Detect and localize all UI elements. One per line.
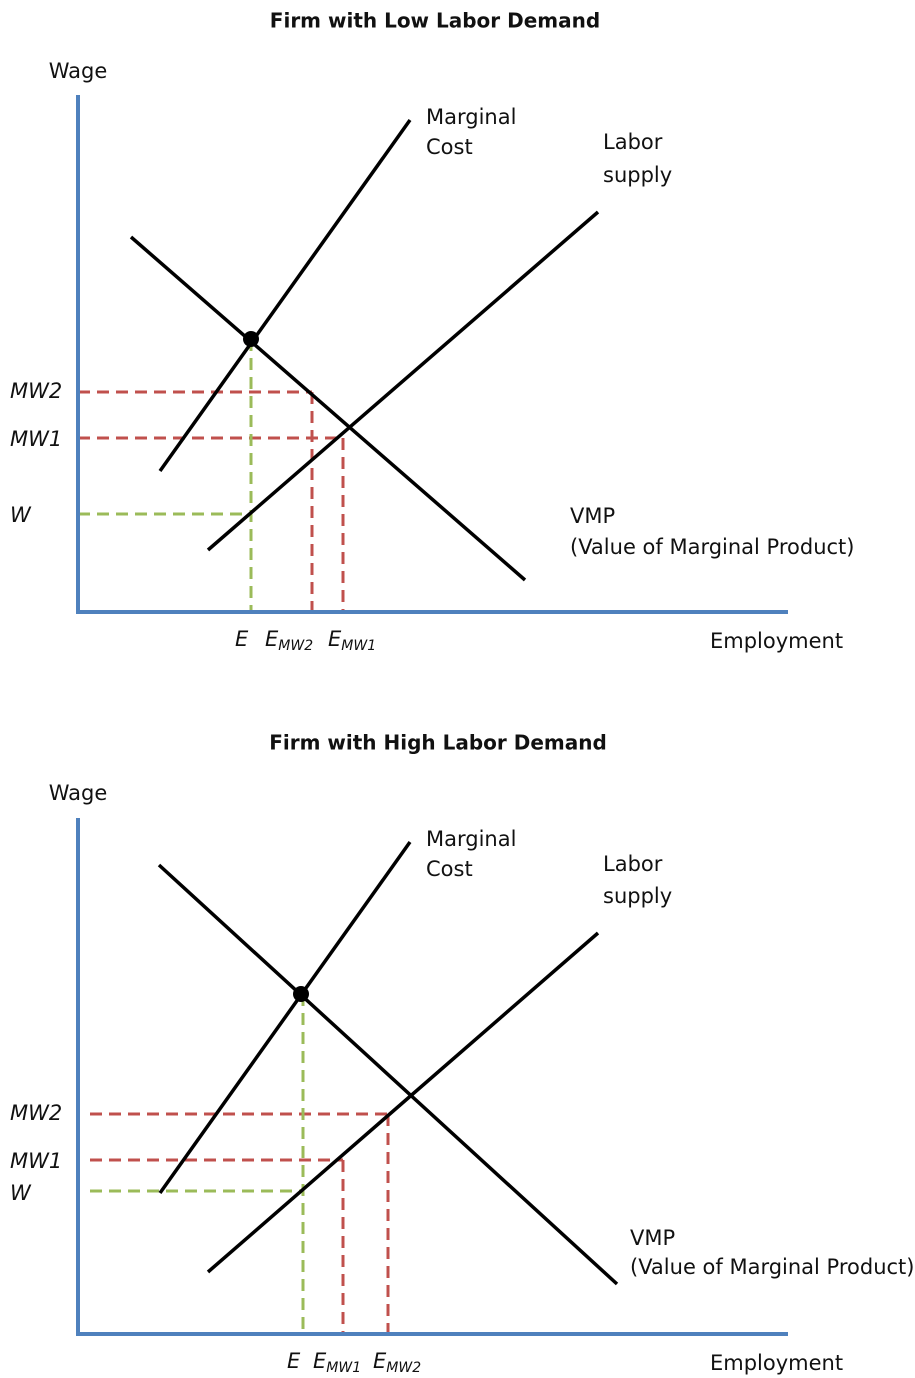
panel-high-demand: Firm with High Labor Demand Wage Margina… — [10, 731, 914, 1377]
y-axis-label: Wage — [49, 59, 108, 83]
vmp-curve — [157, 863, 619, 1286]
marginal-cost-curve — [158, 840, 412, 1195]
labor-supply-curve — [206, 931, 600, 1274]
panel-low-demand: Firm with Low Labor Demand Wage Marginal… — [10, 9, 854, 655]
vmp-curve — [129, 235, 527, 582]
employment-label: EMW2 — [373, 1349, 421, 1376]
curve-label: Labor — [603, 852, 663, 876]
wage-label: MW2 — [10, 1101, 62, 1125]
panel-title: Firm with Low Labor Demand — [270, 9, 600, 33]
curve-label: Cost — [426, 135, 473, 159]
curve-label: Marginal — [426, 827, 516, 851]
labor-supply-curve — [206, 210, 600, 552]
employment-label: EMW1 — [328, 627, 376, 654]
employment-label: EMW2 — [265, 627, 313, 654]
equilibrium-point — [243, 331, 259, 347]
curve-label: Labor — [603, 130, 663, 154]
x-axis-label: Employment — [710, 1351, 843, 1375]
wage-label: MW2 — [10, 379, 62, 403]
wage-label: MW1 — [10, 1149, 62, 1173]
marginal-cost-curve — [158, 118, 412, 473]
employment-label: EMW1 — [313, 1349, 361, 1376]
curve-label: (Value of Marginal Product) — [630, 1255, 914, 1279]
curve-label: VMP — [570, 504, 615, 528]
curve-label: Cost — [426, 857, 473, 881]
x-axis-label: Employment — [710, 629, 843, 653]
curve-label: supply — [603, 884, 672, 908]
curve-label: (Value of Marginal Product) — [570, 535, 854, 559]
panel-title: Firm with High Labor Demand — [269, 731, 607, 755]
curve-label: supply — [603, 163, 672, 187]
equilibrium-point — [293, 986, 309, 1002]
wage-label: W — [10, 1181, 32, 1205]
wage-label: MW1 — [10, 427, 62, 451]
employment-label: E — [287, 1349, 301, 1373]
curve-label: VMP — [630, 1226, 675, 1250]
curve-label: Marginal — [426, 105, 516, 129]
wage-label: W — [10, 503, 32, 527]
employment-label: E — [235, 627, 249, 651]
y-axis-label: Wage — [49, 781, 108, 805]
